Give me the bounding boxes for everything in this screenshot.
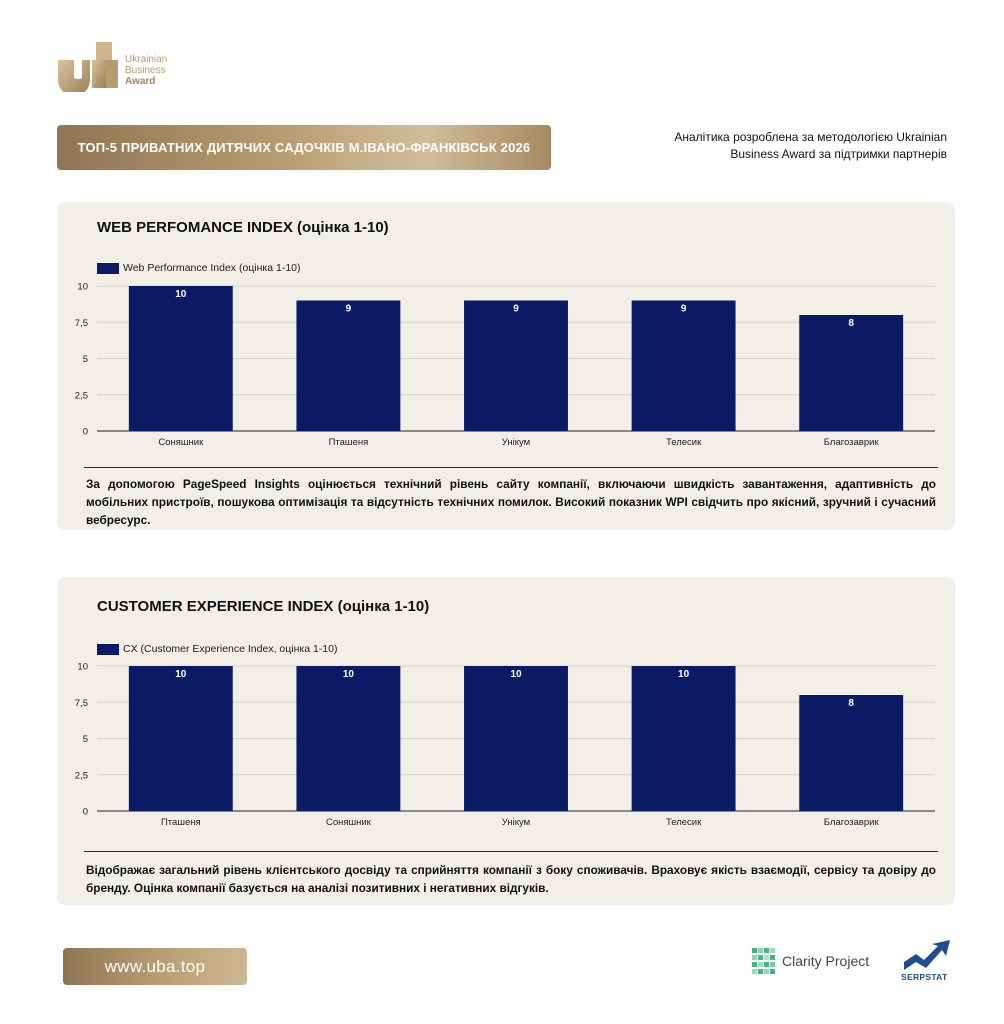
bar (128, 666, 233, 811)
bar-value-label: 10 (175, 669, 187, 680)
cx-panel: CUSTOMER EXPERIENCE INDEX (оцінка 1-10) … (57, 577, 955, 905)
x-category-label: Пташеня (161, 817, 201, 828)
x-category-label: Телесик (666, 437, 702, 448)
y-tick-label: 0 (83, 427, 88, 438)
y-tick-label: 0 (83, 807, 88, 818)
analytics-note: Аналітика розроблена за методологією Ukr… (627, 129, 947, 163)
y-tick-label: 5 (83, 734, 88, 745)
website-link-button[interactable]: www.uba.top (63, 948, 247, 985)
y-tick-label: 7,5 (75, 698, 88, 709)
cx-legend-swatch (97, 643, 119, 655)
serpstat-logo: SERPSTAT (898, 940, 958, 984)
clarity-grid-icon (752, 948, 775, 974)
uba-logo: Ukrainian Business Award (56, 36, 186, 92)
cx-divider (84, 851, 938, 852)
x-category-label: Унікум (502, 817, 530, 828)
bar (296, 300, 401, 431)
uba-logo-mark (58, 42, 118, 92)
wpi-legend-swatch (97, 262, 119, 274)
wpi-panel: WEB PERFOMANCE INDEX (оцінка 1-10) Web P… (57, 202, 955, 530)
serpstat-label: SERPSTAT (901, 972, 948, 982)
bar-value-label: 8 (848, 318, 854, 329)
x-category-label: Благозаврик (824, 437, 880, 448)
bar (128, 286, 233, 431)
bar (799, 695, 904, 811)
bar-value-label: 9 (346, 304, 352, 315)
wpi-description: За допомогою PageSpeed Insights оцінюєть… (86, 477, 936, 527)
cx-legend-label: CX (Customer Experience Index, оцінка 1-… (123, 643, 338, 655)
logo-line-3: Award (125, 76, 156, 87)
y-tick-label: 2,5 (75, 390, 88, 401)
x-category-label: Унікум (502, 437, 530, 448)
y-tick-label: 10 (77, 662, 88, 673)
cx-description: Відображає загальний рівень клієнтського… (86, 863, 936, 895)
bar-value-label: 10 (678, 669, 690, 680)
y-tick-label: 5 (83, 354, 88, 365)
bar (296, 666, 401, 811)
bar-value-label: 10 (510, 669, 522, 680)
bar-value-label: 9 (681, 304, 687, 315)
x-category-label: Соняшник (326, 817, 372, 828)
y-tick-label: 7,5 (75, 318, 88, 329)
logo-line-1: Ukrainian (125, 54, 168, 65)
wpi-divider (84, 467, 938, 468)
bar (631, 666, 736, 811)
bar (464, 666, 568, 811)
cx-chart-title: CUSTOMER EXPERIENCE INDEX (оцінка 1-10) (97, 598, 430, 615)
uba-logo-text: Ukrainian Business Award (125, 54, 167, 87)
x-category-label: Благозаврик (824, 817, 880, 828)
wpi-bar-chart: 0 2,5 5 7,5 10 10 Соняшник 9 Пташеня 9 Унікум 9 Теле… (75, 282, 935, 448)
bar-value-label: 10 (175, 289, 187, 300)
clarity-project-logo: Clarity Project (752, 948, 869, 974)
bar (799, 315, 904, 431)
cx-bar-chart: 0 2,5 5 7,5 10 10 Пташеня 10 Соняшник 10 Унікум 10 Т… (75, 662, 935, 828)
title-banner: ТОП-5 ПРИВАТНИХ ДИТЯЧИХ САДОЧКІВ М.ІВАНО… (57, 125, 551, 170)
x-category-label: Соняшник (158, 437, 204, 448)
serpstat-chart-icon (904, 940, 950, 970)
website-url: www.uba.top (104, 956, 206, 976)
bar-value-label: 10 (343, 669, 355, 680)
analytics-note-line-1: Аналітика розроблена за методологією Ukr… (674, 130, 947, 144)
analytics-note-line-2: Business Award за підтримки партнерів (730, 147, 947, 161)
y-tick-label: 10 (77, 282, 88, 293)
wpi-legend-label: Web Performance Index (оцінка 1-10) (123, 262, 301, 274)
wpi-chart-title: WEB PERFOMANCE INDEX (оцінка 1-10) (97, 219, 389, 236)
bar-value-label: 8 (848, 698, 854, 709)
bar (631, 300, 736, 431)
wpi-legend: Web Performance Index (оцінка 1-10) (97, 262, 301, 274)
y-tick-label: 2,5 (75, 770, 88, 781)
clarity-project-label: Clarity Project (782, 953, 870, 969)
x-category-label: Телесик (666, 817, 702, 828)
x-category-label: Пташеня (329, 437, 369, 448)
page-title: ТОП-5 ПРИВАТНИХ ДИТЯЧИХ САДОЧКІВ М.ІВАНО… (77, 140, 531, 155)
bar (464, 300, 568, 431)
logo-line-2: Business (125, 65, 166, 76)
bar-value-label: 9 (513, 304, 519, 315)
cx-legend: CX (Customer Experience Index, оцінка 1-… (97, 643, 337, 655)
